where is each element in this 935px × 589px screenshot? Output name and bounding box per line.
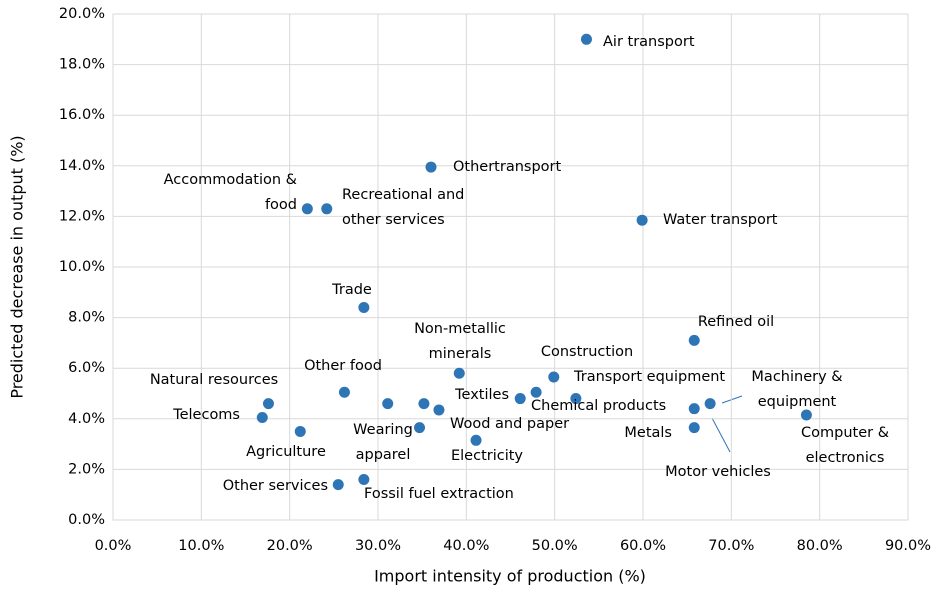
point-label: Accommodation & food	[164, 172, 297, 213]
y-tick-label: 16.0%	[59, 107, 105, 123]
point	[688, 334, 700, 346]
point	[301, 203, 313, 215]
x-tick-label: 20.0%	[267, 538, 313, 554]
y-tick-label: 8.0%	[68, 310, 105, 326]
point-label: Refined oil	[698, 314, 774, 330]
point-label-line: Machinery &	[751, 369, 842, 385]
point	[332, 479, 344, 491]
y-tick-label: 12.0%	[59, 208, 105, 224]
point-label: Water transport	[663, 212, 778, 228]
point	[530, 386, 542, 398]
x-axis-title: Import intensity of production (%)	[374, 567, 646, 586]
point	[418, 398, 430, 410]
point	[548, 371, 560, 383]
point	[800, 409, 812, 421]
point-label: Recreational and other services	[342, 187, 464, 228]
point-label: Other food	[304, 358, 382, 374]
y-tick-label: 18.0%	[59, 57, 105, 73]
y-tick-label: 0.0%	[68, 512, 105, 528]
leader-line	[721, 395, 743, 404]
point-label: Electricity	[451, 448, 523, 464]
x-tick-label: 30.0%	[355, 538, 401, 554]
x-tick-label: 40.0%	[443, 538, 489, 554]
point-label-line: electronics	[806, 450, 885, 466]
x-tick-label: 10.0%	[178, 538, 224, 554]
plot-border	[112, 13, 909, 521]
point-label-line: Accommodation &	[164, 172, 297, 188]
point	[688, 403, 700, 415]
point-label: Motor vehicles	[665, 464, 771, 480]
point	[338, 386, 350, 398]
y-tick-label: 4.0%	[68, 411, 105, 427]
point-label: Machinery & equipment	[751, 369, 842, 410]
point-label: Natural resources	[150, 372, 278, 388]
point	[382, 398, 394, 410]
point	[688, 422, 700, 434]
point	[256, 412, 268, 424]
point	[636, 214, 648, 226]
point	[570, 393, 582, 405]
point-label: Metals	[624, 425, 672, 441]
point	[294, 425, 306, 437]
point	[704, 398, 716, 410]
point-label-line: food	[265, 197, 297, 213]
point-label-line: Recreational and	[342, 187, 464, 203]
point	[514, 393, 526, 405]
point-label-line: Computer &	[801, 425, 889, 441]
point	[262, 398, 274, 410]
point	[358, 301, 370, 313]
point-label: Wood and paper	[450, 416, 569, 432]
point	[425, 161, 437, 173]
leader-line	[711, 417, 731, 453]
point	[453, 367, 465, 379]
x-tick-label: 70.0%	[708, 538, 754, 554]
x-tick-label: 0.0%	[95, 538, 132, 554]
point-label-line: equipment	[758, 394, 837, 410]
y-tick-label: 2.0%	[68, 461, 105, 477]
x-tick-label: 80.0%	[797, 538, 843, 554]
point-label-line: Non-metallic	[414, 321, 506, 337]
point	[580, 33, 592, 45]
y-tick-label: 14.0%	[59, 158, 105, 174]
point-label: Construction	[541, 344, 633, 360]
point	[358, 474, 370, 486]
point-label: Trade	[331, 282, 372, 298]
point-label: Telecoms	[172, 407, 240, 423]
point-label: Textiles	[454, 387, 509, 403]
point-label: Transport equipment	[573, 369, 725, 385]
point-label-line: apparel	[356, 447, 411, 463]
point	[433, 404, 445, 416]
point-label-line: minerals	[429, 346, 492, 362]
point-label: Other services	[223, 478, 328, 494]
y-tick-label: 10.0%	[59, 259, 105, 275]
y-axis-title: Predicted decrease in output (%)	[8, 135, 27, 398]
y-tick-label: 6.0%	[68, 360, 105, 376]
point	[321, 203, 333, 215]
point	[470, 434, 482, 446]
point-label: Wearing apparel	[353, 422, 413, 463]
point	[414, 422, 426, 434]
x-tick-label: 60.0%	[620, 538, 666, 554]
point-label: Non-metallic minerals	[414, 321, 506, 362]
point-label: Othertransport	[453, 159, 561, 175]
y-tick-label: 20.0%	[59, 6, 105, 22]
point-label: Chemical products	[531, 398, 666, 414]
point-label: Air transport	[603, 34, 695, 50]
point-label: Fossil fuel extraction	[364, 486, 514, 502]
point-label-line: other services	[342, 212, 445, 228]
x-tick-label: 90.0%	[885, 538, 931, 554]
point-label: Agriculture	[246, 444, 326, 460]
point-label: Computer & electronics	[801, 425, 889, 466]
point-label-line: Wearing	[353, 422, 413, 438]
x-tick-label: 50.0%	[532, 538, 578, 554]
